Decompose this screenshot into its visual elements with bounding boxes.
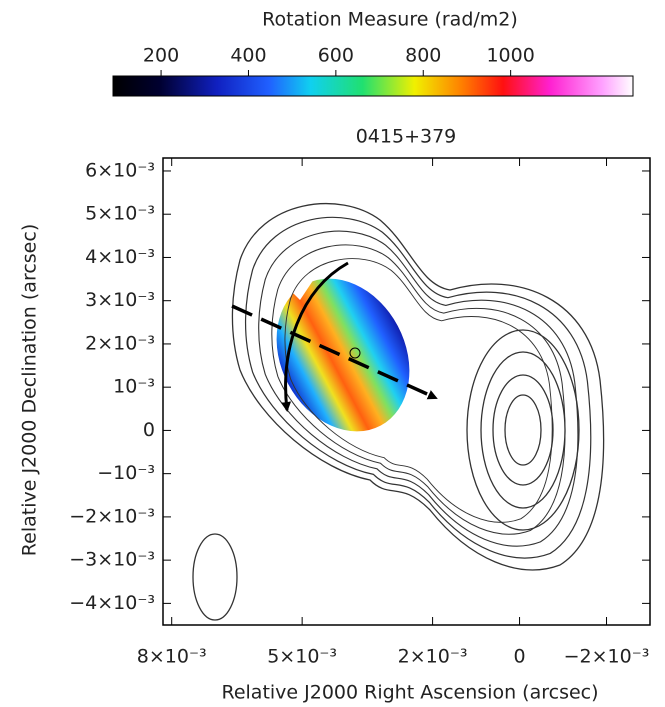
- y-tick-label: 0: [143, 419, 155, 441]
- contour: [493, 375, 553, 485]
- rm-image: [251, 255, 436, 454]
- y-tick-label: −2×10⁻³: [69, 505, 155, 527]
- colorbar-tick-label: 600: [318, 45, 354, 67]
- x-tick-label: 0: [514, 646, 526, 668]
- y-tick-label: 10⁻³: [113, 376, 155, 398]
- colorbar-tick-label: 1000: [486, 45, 534, 67]
- y-tick-label: −10⁻³: [97, 462, 155, 484]
- x-tick-label: 8×10⁻³: [137, 646, 207, 668]
- colorbar-tick-label: 400: [230, 45, 266, 67]
- contour: [505, 395, 541, 465]
- colorbar: [113, 76, 633, 96]
- y-tick-label: −4×10⁻³: [69, 592, 155, 614]
- x-tick-label: 5×10⁻³: [267, 646, 337, 668]
- y-axis-label: Relative J2000 Declination (arcsec): [19, 224, 41, 556]
- colorbar-tick-label: 200: [143, 45, 179, 67]
- contours: [232, 204, 603, 570]
- x-tick-label: 2×10⁻³: [398, 646, 468, 668]
- x-axis-label: Relative J2000 Right Ascension (arcsec): [221, 682, 598, 704]
- chart: Rotation Measure (rad/m2) 0415+379 Relat…: [0, 0, 665, 707]
- colorbar-title: Rotation Measure (rad/m2): [262, 9, 518, 31]
- y-tick-label: −3×10⁻³: [69, 549, 155, 571]
- contour: [467, 330, 579, 530]
- y-tick-label: 3×10⁻³: [85, 289, 155, 311]
- y-tick-label: 5×10⁻³: [85, 203, 155, 225]
- x-tick-label: −2×10⁻³: [564, 646, 650, 668]
- colorbar-tick-label: 800: [405, 45, 441, 67]
- chart-title: 0415+379: [356, 126, 457, 148]
- y-tick-label: 6×10⁻³: [85, 159, 155, 181]
- contour: [232, 204, 603, 570]
- beam: [193, 534, 237, 620]
- y-tick-label: 2×10⁻³: [85, 332, 155, 354]
- y-tick-label: 4×10⁻³: [85, 246, 155, 268]
